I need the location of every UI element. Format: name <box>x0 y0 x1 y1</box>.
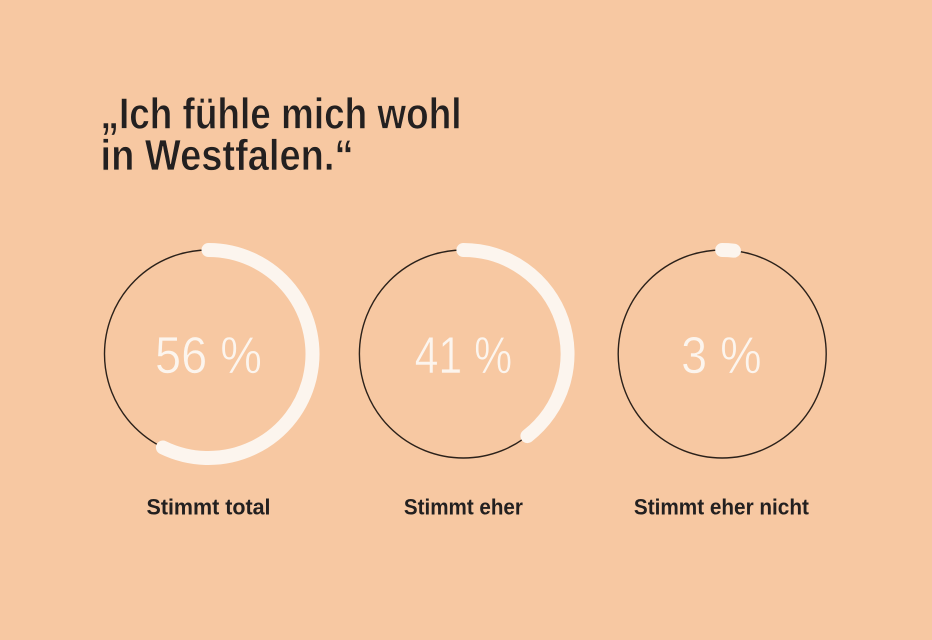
svg-text:41 %: 41 % <box>415 327 513 385</box>
svg-text:in Westfalen.“: in Westfalen.“ <box>101 131 354 180</box>
svg-text:56 %: 56 % <box>155 327 262 385</box>
svg-text:Stimmt eher nicht: Stimmt eher nicht <box>634 495 809 520</box>
svg-text:Stimmt total: Stimmt total <box>147 495 271 520</box>
svg-text:3 %: 3 % <box>681 327 762 385</box>
svg-text:„Ich fühle mich wohl: „Ich fühle mich wohl <box>101 90 462 139</box>
svg-text:Stimmt eher: Stimmt eher <box>404 495 523 520</box>
